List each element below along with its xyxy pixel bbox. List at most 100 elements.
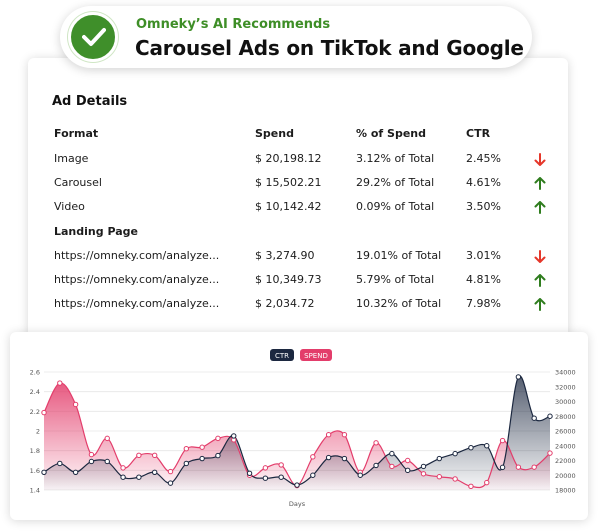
- column-format: Format: [54, 127, 99, 140]
- spend-data-point: [389, 463, 395, 470]
- y-right-tick-label: 24000: [555, 442, 576, 450]
- ctr-data-point: [104, 458, 110, 465]
- ctr-area: [44, 375, 550, 490]
- y-left-tick-label: 2: [36, 428, 40, 436]
- ctr-data-point: [452, 450, 458, 457]
- y-left-tick-label: 1.6: [30, 467, 40, 475]
- ctr-data-point: [341, 455, 348, 462]
- ctr-data-point: [357, 472, 363, 478]
- row-spend: $ 10,142.42: [255, 200, 322, 213]
- y-right-tick-label: 34000: [555, 369, 576, 377]
- spend-data-point: [167, 468, 174, 475]
- spend-data-point: [278, 462, 284, 468]
- row-spend: $ 10,349.73: [255, 273, 322, 286]
- y-right-tick-label: 22000: [555, 457, 576, 465]
- row-ctr: 4.61%: [466, 176, 501, 189]
- ctr-data-point: [420, 463, 427, 470]
- header-kicker: Omneky’s AI Recommends: [136, 17, 331, 32]
- legend-ctr-swatch[interactable]: [270, 349, 294, 361]
- spend-data-point: [136, 452, 142, 459]
- ctr-data-point: [404, 467, 411, 474]
- spend-data-point: [310, 454, 316, 460]
- y-left-tick-label: 1.4: [30, 487, 40, 495]
- spend-data-point: [215, 435, 221, 442]
- row-spend: $ 20,198.12: [255, 152, 322, 165]
- ctr-data-point: [41, 469, 47, 476]
- spend-data-point: [88, 451, 95, 458]
- spend-data-point: [325, 431, 332, 438]
- table-row[interactable]: https://omneky.com/analyze... $ 3,274.90…: [28, 249, 568, 273]
- y-right-tick-label: 20000: [555, 472, 576, 480]
- y-right-tick-label: 28000: [555, 413, 576, 421]
- legend-ctr-label: CTR: [275, 352, 289, 360]
- row-landing-url[interactable]: https://omneky.com/analyze...: [54, 273, 220, 286]
- ad-details-title: Ad Details: [52, 94, 128, 109]
- spend-data-point: [41, 409, 47, 416]
- ctr-data-point: [310, 472, 316, 478]
- table-row[interactable]: https://omneky.com/analyze... $ 2,034.72…: [28, 297, 568, 321]
- spend-data-point: [104, 435, 110, 442]
- column-spend: Spend: [255, 127, 294, 140]
- row-ctr: 7.98%: [466, 297, 501, 310]
- row-landing-url[interactable]: https://omneky.com/analyze...: [54, 249, 220, 262]
- ctr-data-point: [72, 469, 79, 476]
- legend: CTR SPEND: [270, 349, 332, 361]
- row-spend: $ 2,034.72: [255, 297, 315, 310]
- ctr-data-point: [531, 415, 537, 421]
- trend-down-arrow-icon: [534, 250, 546, 266]
- spend-data-point: [531, 464, 537, 470]
- trend-up-arrow-icon: [534, 201, 546, 217]
- landing-page-label: Landing Page: [54, 225, 138, 238]
- table-row[interactable]: Carousel $ 15,502.21 29.2% of Total 4.61…: [28, 176, 568, 200]
- spend-data-point: [183, 446, 190, 452]
- spend-data-point: [57, 380, 63, 386]
- spend-data-point: [452, 476, 458, 482]
- ctr-data-point: [231, 433, 237, 439]
- performance-chart: 2.6 2.4 2.2 2 1.8 1.6 1.4 34000 32000 30000 28000…: [30, 349, 576, 508]
- ctr-data-point: [136, 474, 142, 480]
- ctr-data-point: [294, 482, 300, 488]
- table-row[interactable]: Image $ 20,198.12 3.12% of Total 2.45%: [28, 152, 568, 176]
- row-percent: 29.2% of Total: [356, 176, 435, 189]
- trend-up-arrow-icon: [534, 274, 546, 290]
- spend-data-point: [436, 474, 443, 480]
- ctr-data-point: [183, 460, 190, 467]
- ctr-data-point: [515, 374, 522, 380]
- ctr-data-point: [499, 464, 506, 471]
- spend-data-point: [547, 450, 553, 456]
- ctr-data-point: [246, 470, 253, 476]
- spend-data-point: [515, 464, 522, 470]
- row-percent: 3.12% of Total: [356, 152, 435, 165]
- table-header: Format Spend % of Spend CTR: [28, 127, 568, 151]
- y-left-tick-label: 2.6: [30, 369, 40, 377]
- x-axis-label: Days: [289, 500, 306, 508]
- table-row[interactable]: https://omneky.com/analyze... $ 10,349.7…: [28, 273, 568, 297]
- ctr-data-point: [547, 413, 553, 419]
- y-left-tick-label: 1.8: [30, 447, 40, 455]
- spend-data-point: [404, 457, 411, 464]
- spend-data-point: [199, 444, 205, 450]
- ctr-data-point: [436, 455, 443, 462]
- y-right-tick-label: 32000: [555, 383, 576, 391]
- legend-spend-swatch[interactable]: [300, 349, 332, 361]
- y-left-tick-label: 2.4: [30, 388, 40, 396]
- spend-data-point: [373, 440, 379, 446]
- header-title: Carousel Ads on TikTok and Google: [135, 36, 524, 60]
- y-right-tick-label: 18000: [555, 487, 576, 495]
- row-format: Carousel: [54, 176, 102, 189]
- ctr-data-point: [373, 462, 379, 469]
- row-ctr: 3.50%: [466, 200, 501, 213]
- row-percent: 19.01% of Total: [356, 249, 442, 262]
- y-left-tick-label: 2.2: [30, 408, 40, 416]
- ad-details-card: Ad Details Format Spend % of Spend CTR I…: [28, 58, 568, 338]
- y-right-tick-label: 30000: [555, 398, 576, 406]
- row-ctr: 4.81%: [466, 273, 501, 286]
- spend-data-point: [468, 483, 474, 490]
- table-row[interactable]: Video $ 10,142.42 0.09% of Total 3.50%: [28, 200, 568, 224]
- row-landing-url[interactable]: https://omneky.com/analyze...: [54, 297, 220, 310]
- ctr-data-point: [57, 460, 63, 467]
- spend-data-point: [151, 452, 158, 459]
- ctr-data-point: [120, 474, 126, 480]
- spend-data-point: [120, 465, 126, 471]
- row-format: Video: [54, 200, 85, 213]
